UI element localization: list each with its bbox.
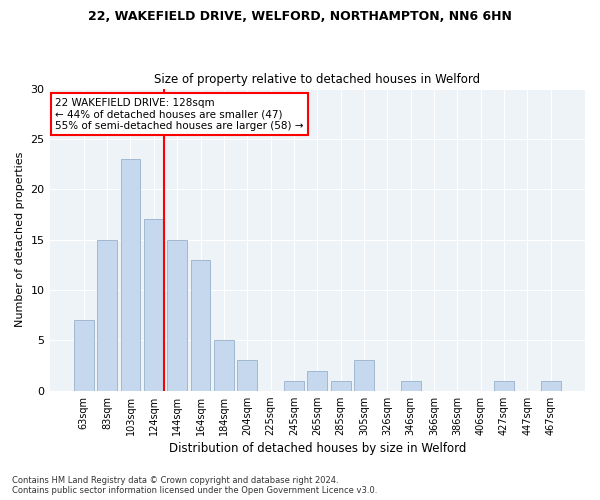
- Bar: [494, 380, 514, 390]
- Bar: [214, 340, 234, 390]
- Bar: [191, 260, 211, 390]
- Bar: [167, 240, 187, 390]
- Bar: [401, 380, 421, 390]
- Text: 22, WAKEFIELD DRIVE, WELFORD, NORTHAMPTON, NN6 6HN: 22, WAKEFIELD DRIVE, WELFORD, NORTHAMPTO…: [88, 10, 512, 23]
- Bar: [331, 380, 350, 390]
- Bar: [74, 320, 94, 390]
- Bar: [238, 360, 257, 390]
- Bar: [284, 380, 304, 390]
- Bar: [97, 240, 117, 390]
- Bar: [307, 370, 327, 390]
- X-axis label: Distribution of detached houses by size in Welford: Distribution of detached houses by size …: [169, 442, 466, 455]
- Text: Contains HM Land Registry data © Crown copyright and database right 2024.
Contai: Contains HM Land Registry data © Crown c…: [12, 476, 377, 495]
- Bar: [541, 380, 560, 390]
- Title: Size of property relative to detached houses in Welford: Size of property relative to detached ho…: [154, 73, 481, 86]
- Bar: [354, 360, 374, 390]
- Bar: [121, 159, 140, 390]
- Y-axis label: Number of detached properties: Number of detached properties: [15, 152, 25, 328]
- Bar: [144, 220, 164, 390]
- Text: 22 WAKEFIELD DRIVE: 128sqm
← 44% of detached houses are smaller (47)
55% of semi: 22 WAKEFIELD DRIVE: 128sqm ← 44% of deta…: [55, 98, 304, 131]
